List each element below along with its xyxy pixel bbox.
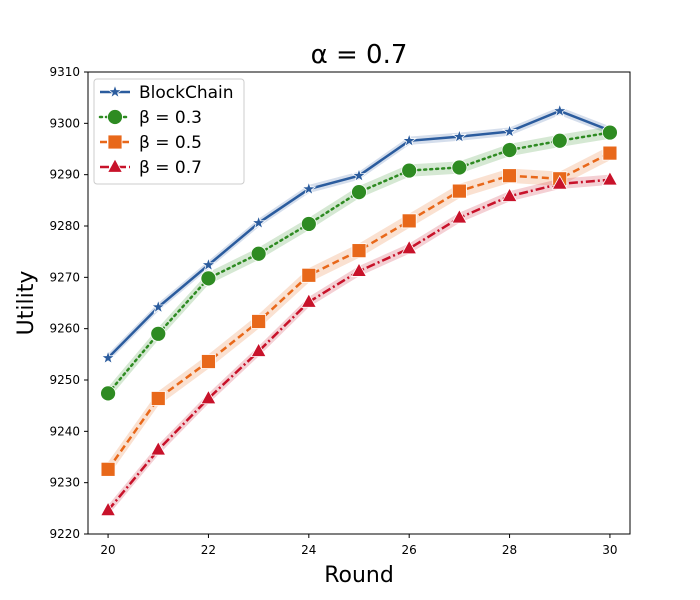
point-0-3-20 [100,385,116,402]
point-0-7-26 [401,239,418,255]
y-tick-label: 9280 [49,219,80,233]
point-0-7-25 [350,262,368,277]
legend-marker-0-5 [107,134,123,150]
line-0-7 [107,178,611,512]
x-tick-label: 24 [301,543,316,557]
point-0-7-20 [100,501,117,517]
point-0-7-23 [250,342,267,357]
point-0-5-24 [301,267,317,283]
y-tick-label: 9240 [49,424,80,438]
point-0-7-22 [200,389,217,405]
y-tick-label: 9220 [49,527,80,541]
point-0-3-26 [401,162,418,179]
point-0-3-29 [551,132,568,149]
point-0-5-23 [251,314,267,329]
point-0-5-20 [100,461,116,477]
x-axis-label: Round [324,563,394,588]
point-0-5-22 [201,354,216,369]
point-blockchain-22 [200,256,217,272]
point-blockchain-20 [100,349,116,365]
y-tick-label: 9260 [49,322,80,336]
band-0-7 [108,174,610,516]
point-0-5-27 [451,183,467,199]
point-0-3-23 [250,245,267,262]
legend: BlockChain β = 0.3 β = 0.5 β = 0.7 [93,78,245,185]
legend-marker-0-3 [107,109,123,125]
y-tick-label: 9250 [49,373,80,387]
point-0-7-27 [451,208,468,224]
point-blockchain-26 [401,132,417,148]
point-0-5-30 [602,145,618,161]
legend-label-blockchain: BlockChain [139,83,234,103]
point-0-7-30 [601,170,618,186]
legend-box [93,78,245,185]
y-tick-label: 9270 [49,270,80,284]
point-0-7-21 [150,440,167,456]
legend-label-0-7: β = 0.7 [139,158,202,178]
point-0-3-30 [602,124,618,141]
line-0-5 [107,151,611,471]
y-tick-label: 9300 [49,116,80,130]
y-tick-label: 9290 [49,168,80,182]
point-0-5-28 [502,168,517,184]
legend-marker-0-7 [106,158,124,173]
point-blockchain-24 [301,180,317,196]
point-0-3-21 [150,325,167,342]
point-blockchain-29 [552,102,568,118]
point-blockchain-27 [451,128,468,144]
plot-frame [87,71,631,535]
point-blockchain-25 [351,167,367,183]
x-tick-label: 30 [602,543,617,557]
point-0-3-28 [501,142,518,158]
y-axis: 9220 9230 9240 9250 9260 9270 9280 9290 9300 9310 [49,65,88,541]
series-markers [100,102,618,517]
x-tick-label: 26 [402,543,417,557]
point-0-5-21 [150,391,166,406]
x-tick-label: 20 [100,543,115,557]
x-tick-label: 22 [201,543,216,557]
legend-label-0-5: β = 0.5 [139,133,202,153]
point-0-7-28 [501,187,518,202]
y-axis-label: Utility [14,271,39,336]
point-0-3-24 [300,216,317,232]
point-0-3-27 [451,159,468,176]
point-blockchain-28 [501,123,518,139]
point-0-7-24 [300,293,317,308]
chart-title: α = 0.7 [311,40,408,70]
point-0-3-22 [200,270,217,287]
point-blockchain-21 [150,299,166,314]
x-axis: 20 22 24 26 28 30 [100,534,618,557]
x-tick-label: 28 [502,543,517,557]
legend-marker-blockchain [107,83,123,99]
point-0-5-26 [401,213,417,229]
y-tick-label: 9310 [49,65,80,79]
legend-label-0-3: β = 0.3 [139,108,202,128]
point-0-5-25 [351,243,367,259]
point-blockchain-23 [250,214,267,230]
point-0-7-29 [551,175,568,190]
y-tick-label: 9230 [49,476,80,490]
point-0-3-25 [351,184,367,201]
